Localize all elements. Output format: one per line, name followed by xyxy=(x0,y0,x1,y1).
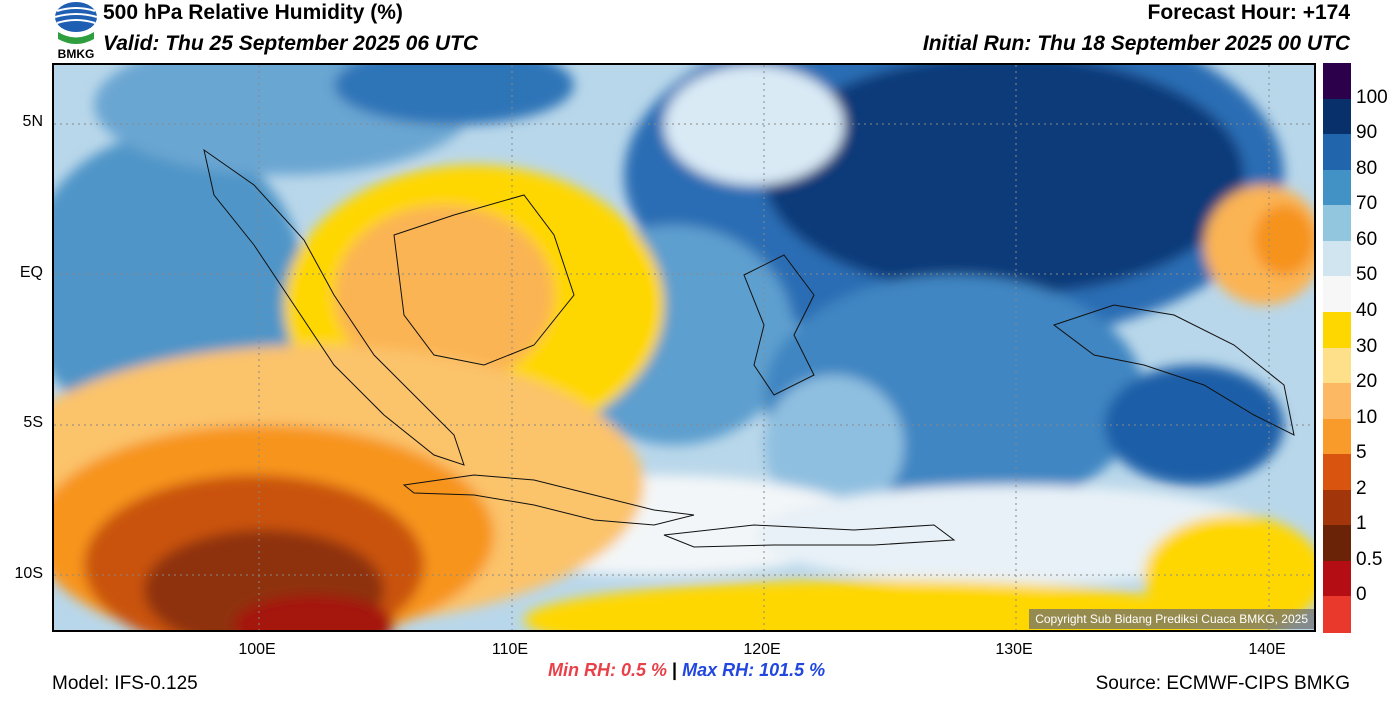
max-rh: Max RH: 101.5 % xyxy=(682,660,826,680)
lat-label: 5S xyxy=(23,414,43,431)
colorbar-segment xyxy=(1323,383,1351,420)
initial-run: Initial Run: Thu 18 September 2025 00 UT… xyxy=(922,32,1350,55)
colorbar-label: 2 xyxy=(1356,477,1367,499)
colorbar-label: 70 xyxy=(1356,193,1378,215)
colorbar-segment xyxy=(1323,596,1351,633)
colorbar-segment xyxy=(1323,169,1351,206)
colorbar-segment xyxy=(1323,560,1351,597)
lon-label: 140E xyxy=(1248,641,1286,658)
colorbar-label: 20 xyxy=(1356,371,1378,393)
colorbar-label: 30 xyxy=(1356,335,1378,357)
colorbar xyxy=(1323,63,1351,633)
colorbar-segment xyxy=(1323,347,1351,384)
lon-label: 130E xyxy=(995,641,1033,658)
lon-label: 100E xyxy=(238,641,276,658)
lat-label: EQ xyxy=(19,264,43,281)
colorbar-label: 1 xyxy=(1356,513,1367,535)
min-max-rh: Min RH: 0.5 % | Max RH: 101.5 % xyxy=(548,660,825,681)
colorbar-segment xyxy=(1323,276,1351,313)
colorbar-label: 100 xyxy=(1356,86,1388,108)
colorbar-label: 5 xyxy=(1356,442,1367,464)
colorbar-label: 10 xyxy=(1356,406,1378,428)
colorbar-label: 90 xyxy=(1356,122,1378,144)
humidity-map xyxy=(52,63,1316,632)
separator: | xyxy=(672,660,678,680)
colorbar-segment xyxy=(1323,454,1351,491)
bmkg-logo: BMKG xyxy=(54,2,98,59)
colorbar-segment xyxy=(1323,418,1351,455)
valid-time: Valid: Thu 25 September 2025 06 UTC xyxy=(103,32,479,55)
lon-label: 110E xyxy=(491,641,529,658)
logo-text: BMKG xyxy=(58,47,95,59)
colorbar-label: 40 xyxy=(1356,299,1378,321)
lon-label: 120E xyxy=(743,641,781,658)
map-title: 500 hPa Relative Humidity (%) xyxy=(103,1,403,24)
coastlines xyxy=(203,148,1295,548)
grid-lines xyxy=(54,65,1314,630)
colorbar-label: 0.5 xyxy=(1356,548,1383,570)
min-rh: Min RH: 0.5 % xyxy=(548,660,668,680)
colorbar-label: 50 xyxy=(1356,264,1378,286)
forecast-hour: Forecast Hour: +174 xyxy=(1147,1,1351,24)
colorbar-segment xyxy=(1323,63,1351,100)
colorbar-segment xyxy=(1323,489,1351,526)
colorbar-label: 60 xyxy=(1356,228,1378,250)
colorbar-label: 0 xyxy=(1356,584,1367,606)
colorbar-segment xyxy=(1323,134,1351,171)
colorbar-segment xyxy=(1323,205,1351,242)
colorbar-segment xyxy=(1323,311,1351,348)
lat-label: 10S xyxy=(14,565,43,582)
colorbar-segment xyxy=(1323,98,1351,135)
source-label: Source: ECMWF-CIPS BMKG xyxy=(1095,673,1350,694)
model-label: Model: IFS-0.125 xyxy=(52,673,198,694)
humidity-field xyxy=(54,65,1314,630)
colorbar-label: 80 xyxy=(1356,157,1378,179)
colorbar-segment xyxy=(1323,240,1351,277)
copyright-notice: Copyright Sub Bidang Prediksi Cuaca BMKG… xyxy=(1029,609,1314,629)
colorbar-segment xyxy=(1323,525,1351,562)
lat-label: 5N xyxy=(22,113,43,130)
